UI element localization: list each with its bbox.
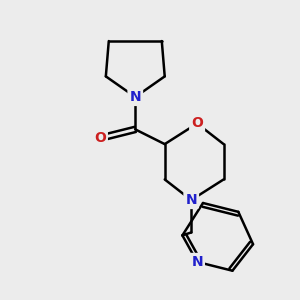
Text: N: N bbox=[130, 90, 141, 104]
Text: O: O bbox=[94, 131, 106, 145]
Text: N: N bbox=[185, 193, 197, 207]
Text: O: O bbox=[191, 116, 203, 130]
Text: N: N bbox=[191, 255, 203, 269]
